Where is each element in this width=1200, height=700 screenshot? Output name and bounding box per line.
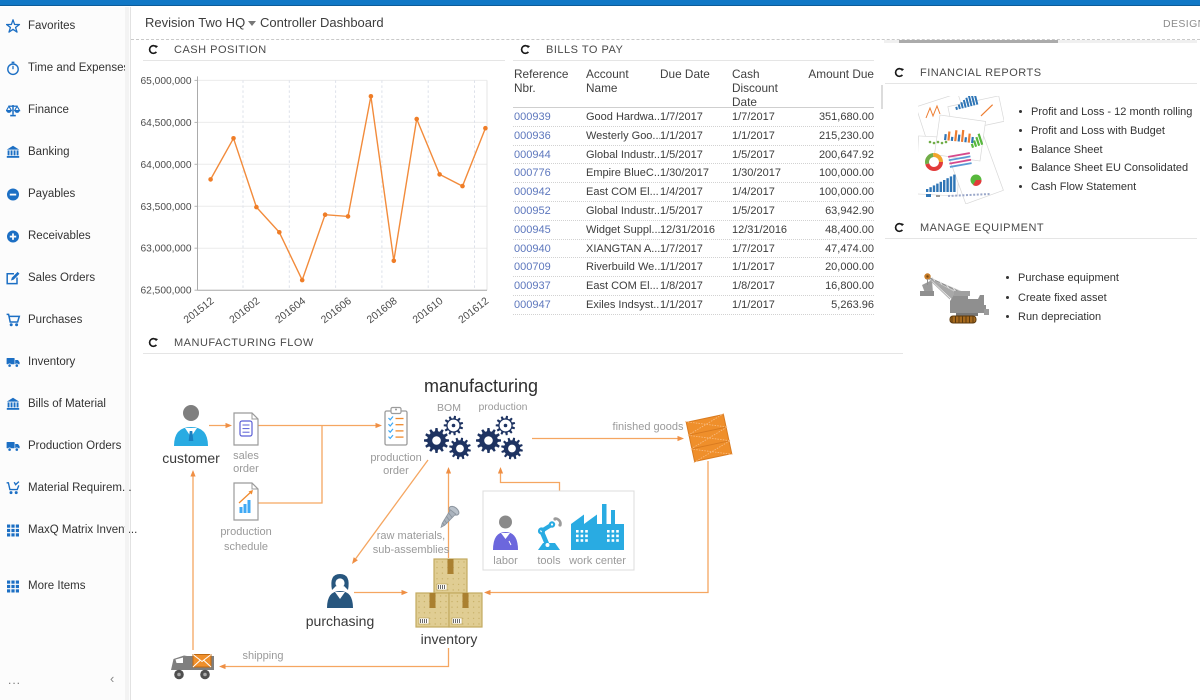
svg-text:purchasing: purchasing — [306, 613, 375, 629]
svg-text:201512: 201512 — [181, 295, 216, 326]
svg-text:raw materials,: raw materials, — [377, 530, 445, 542]
svg-text:201604: 201604 — [273, 295, 308, 326]
svg-text:manufacturing: manufacturing — [424, 376, 538, 396]
svg-text:201612: 201612 — [456, 295, 491, 326]
svg-text:64,500,000: 64,500,000 — [141, 118, 192, 129]
svg-text:201610: 201610 — [410, 295, 445, 326]
svg-text:work center: work center — [568, 555, 626, 567]
svg-text:order: order — [233, 463, 259, 475]
svg-text:schedule: schedule — [224, 541, 268, 553]
svg-text:customer: customer — [162, 450, 220, 466]
svg-text:64,000,000: 64,000,000 — [141, 160, 192, 171]
svg-text:201608: 201608 — [365, 295, 400, 326]
svg-text:sales: sales — [233, 450, 259, 462]
svg-text:201606: 201606 — [319, 295, 354, 326]
svg-text:production: production — [220, 526, 271, 538]
svg-text:shipping: shipping — [243, 650, 284, 662]
svg-text:production: production — [370, 452, 421, 464]
svg-text:finished goods: finished goods — [613, 421, 684, 433]
svg-text:BOM: BOM — [437, 402, 461, 414]
svg-text:labor: labor — [493, 555, 518, 567]
svg-text:65,000,000: 65,000,000 — [141, 76, 192, 87]
svg-text:production: production — [478, 401, 527, 413]
svg-text:inventory: inventory — [421, 631, 478, 647]
svg-text:62,500,000: 62,500,000 — [141, 286, 192, 297]
svg-text:201602: 201602 — [227, 295, 262, 326]
svg-text:sub-assemblies: sub-assemblies — [373, 544, 450, 556]
svg-text:63,000,000: 63,000,000 — [141, 244, 192, 255]
svg-text:tools: tools — [537, 555, 561, 567]
svg-text:63,500,000: 63,500,000 — [141, 202, 192, 213]
svg-text:order: order — [383, 465, 409, 477]
